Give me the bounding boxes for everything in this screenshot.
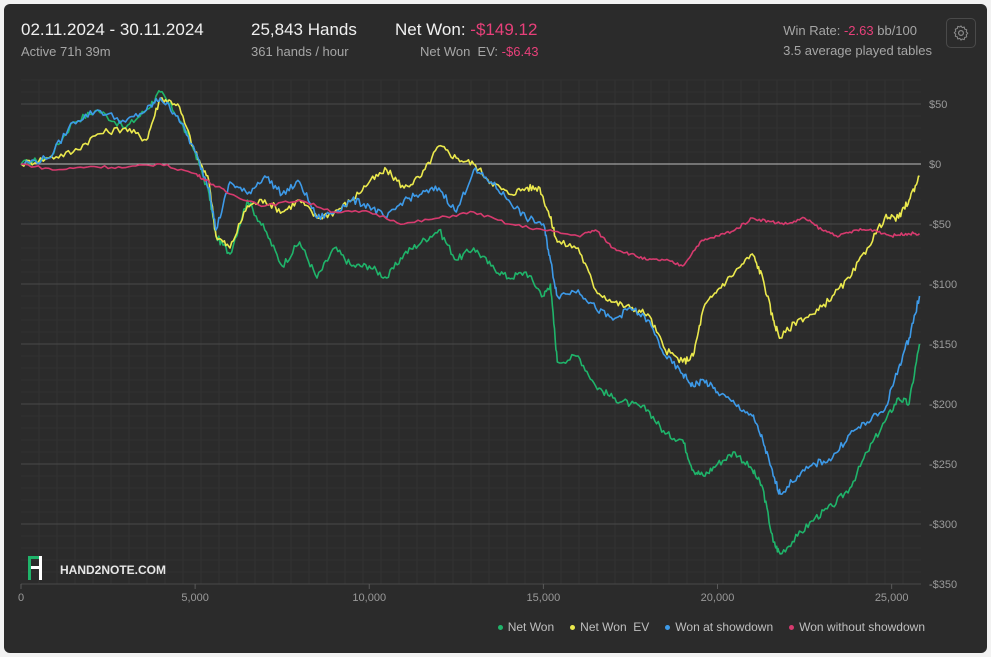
net-won-ev-line	[20, 97, 920, 365]
x-tick-label: 5,000	[181, 592, 209, 604]
y-tick-label: -$250	[929, 459, 957, 471]
legend-net-won[interactable]: Net Won	[497, 620, 555, 634]
net-won-summary: Net Won: -$149.12	[395, 20, 537, 40]
x-tick-label: 10,000	[352, 592, 386, 604]
settings-button[interactable]	[946, 18, 976, 48]
logo-stem-left	[28, 556, 31, 580]
legend-label: Net Won EV	[580, 620, 650, 634]
win-rate-unit: bb/100	[877, 23, 917, 38]
y-tick-label: -$50	[929, 219, 951, 231]
watermark-text: HAND2NOTE.COM	[60, 563, 166, 577]
won-without-showdown-line	[20, 163, 921, 267]
net-won-label: Net Won:	[395, 20, 466, 39]
legend-dot	[665, 624, 671, 630]
legend-net-won-ev[interactable]: Net Won EV	[570, 620, 649, 634]
active-time: Active 71h 39m	[21, 44, 111, 59]
net-won-value: -$149.12	[470, 20, 538, 39]
win-rate: Win Rate: -2.63 bb/100	[783, 23, 917, 38]
x-tick-label: 25,000	[875, 592, 909, 604]
legend-dot	[497, 624, 503, 630]
legend-won-at-showdown[interactable]: Won at showdown	[665, 620, 773, 634]
won-at-showdown-line	[20, 97, 921, 495]
y-axis-ticks: $50 $0 -$50 -$100 -$150 -$200 -$250 -$300 -$350	[929, 99, 957, 591]
x-tick-label: 20,000	[701, 592, 735, 604]
logo-stem-right	[39, 556, 42, 580]
legend-dot	[789, 624, 795, 630]
y-tick-label: -$350	[929, 579, 957, 591]
legend: Net Won Net Won EV Won at showdown Won w…	[497, 620, 925, 634]
net-won-ev-value: -$6.43	[501, 44, 539, 59]
hands-count: 25,843 Hands	[251, 20, 357, 39]
hands-rate: 361 hands / hour	[251, 44, 349, 59]
gear-icon	[953, 25, 969, 41]
y-tick-label: -$100	[929, 279, 957, 291]
series-lines	[20, 90, 921, 555]
logo-crossbar	[31, 566, 39, 569]
gridlines	[21, 79, 921, 585]
y-tick-label: -$200	[929, 399, 957, 411]
win-rate-label: Win Rate:	[783, 23, 841, 38]
date-range: 02.11.2024 - 30.11.2024	[21, 20, 204, 39]
legend-label: Won at showdown	[675, 620, 774, 634]
watermark: HAND2NOTE.COM	[28, 556, 166, 580]
average-tables: 3.5 average played tables	[783, 43, 932, 58]
y-tick-label: -$150	[929, 339, 957, 351]
x-axis-ticks: 0 5,000 10,000 15,000 20,000 25,000	[18, 583, 921, 604]
x-tick-label: 0	[18, 592, 24, 604]
legend-dot	[570, 624, 576, 630]
y-tick-label: -$300	[929, 519, 957, 531]
y-tick-label: $50	[929, 99, 947, 111]
legend-label: Net Won	[507, 620, 555, 634]
net-won-ev-label: Net Won EV:	[420, 44, 499, 59]
chart-panel	[4, 4, 987, 653]
legend-won-without-showdown[interactable]: Won without showdown	[789, 620, 925, 634]
net-won-line	[20, 90, 921, 555]
legend-label: Won without showdown	[799, 620, 925, 634]
x-tick-label: 15,000	[527, 592, 561, 604]
y-tick-label: $0	[929, 159, 941, 171]
win-rate-value: -2.63	[843, 23, 874, 38]
logo-bar	[28, 556, 42, 559]
net-won-ev-summary: Net Won EV: -$6.43	[420, 44, 539, 59]
